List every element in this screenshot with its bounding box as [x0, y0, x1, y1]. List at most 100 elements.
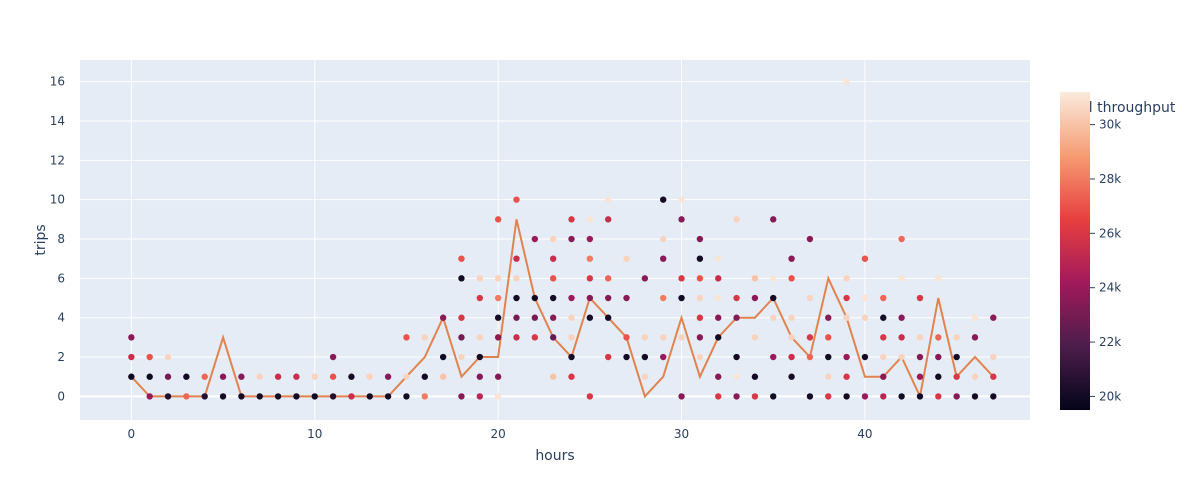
scatter-point — [843, 275, 850, 282]
scatter-point — [604, 294, 612, 302]
scatter-point — [880, 373, 887, 380]
scatter-point — [678, 216, 685, 223]
scatter-point — [568, 353, 575, 361]
scatter-point — [476, 393, 484, 400]
scatter-point — [384, 373, 392, 380]
scatter-point — [751, 334, 759, 341]
scatter-point — [604, 314, 612, 321]
scatter-point — [586, 216, 594, 223]
scatter-point — [678, 334, 685, 341]
y-tick-label: 16 — [50, 75, 65, 89]
scatter-point — [715, 334, 722, 341]
scatter-point — [568, 235, 575, 243]
scatter-point — [549, 294, 557, 302]
y-axis-title: trips — [33, 224, 49, 255]
scatter-point — [880, 393, 887, 400]
scatter-point — [788, 275, 795, 282]
colorbar-tick-label: 30k — [1099, 118, 1121, 132]
scatter-point — [458, 334, 465, 341]
scatter-point — [733, 393, 740, 400]
scatter-point — [953, 393, 960, 400]
scatter-point — [623, 353, 630, 361]
scatter-point — [898, 393, 905, 400]
scatter-point — [696, 334, 704, 341]
scatter-point — [678, 294, 685, 302]
scatter-point — [513, 255, 520, 262]
colorbar-tick-label: 28k — [1099, 172, 1121, 186]
scatter-point — [274, 373, 282, 380]
scatter-point — [586, 314, 594, 321]
scatter-point — [256, 373, 263, 380]
scatter-point — [311, 393, 318, 400]
scatter-point — [329, 393, 337, 400]
scatter-point — [531, 294, 539, 302]
scatter-point — [586, 294, 594, 302]
scatter-point — [788, 373, 795, 380]
scatter-point — [513, 275, 520, 282]
y-tick-label: 14 — [50, 114, 65, 128]
scatter-point — [641, 275, 649, 282]
scatter-point — [458, 393, 465, 400]
scatter-point — [238, 373, 245, 380]
scatter-point — [531, 334, 539, 341]
colorbar-tick-label: 22k — [1099, 335, 1121, 349]
scatter-point — [568, 216, 575, 223]
scatter-point — [513, 314, 520, 321]
scatter-point — [715, 294, 722, 302]
scatter-point — [183, 393, 190, 400]
scatter-point — [183, 373, 190, 380]
y-tick-label: 10 — [50, 193, 65, 207]
scatter-point — [770, 216, 777, 223]
scatter-point — [696, 353, 704, 361]
scatter-point — [146, 393, 153, 400]
scatter-point — [770, 275, 777, 282]
y-tick-label: 0 — [57, 389, 65, 403]
scatter-point — [476, 334, 484, 341]
scatter-point — [311, 373, 318, 380]
scatter-point — [715, 275, 722, 282]
scatter-point — [751, 275, 759, 282]
y-tick-label: 6 — [57, 271, 65, 285]
scatter-point — [660, 235, 667, 243]
scatter-point — [825, 393, 832, 400]
scatter-point — [329, 353, 337, 361]
scatter-point — [549, 235, 557, 243]
scatter-point — [274, 393, 282, 400]
scatter-point — [806, 294, 814, 302]
scatter-point — [880, 294, 887, 302]
scatter-point — [678, 275, 685, 282]
scatter-point — [128, 334, 135, 341]
scatter-point — [806, 235, 814, 243]
scatter-point — [513, 294, 520, 302]
scatter-point — [586, 255, 594, 262]
scatter-point — [403, 334, 410, 341]
scatter-point — [458, 255, 465, 262]
scatter-point — [916, 294, 924, 302]
scatter-point — [788, 314, 795, 321]
scatter-point — [715, 393, 722, 400]
scatter-point — [696, 235, 704, 243]
scatter-point — [715, 314, 722, 321]
scatter-point — [604, 353, 612, 361]
scatter-point — [568, 334, 575, 341]
scatter-point — [898, 314, 905, 321]
scatter-point — [935, 275, 942, 282]
scatter-point — [293, 373, 300, 380]
scatter-point — [953, 334, 960, 341]
scatter-point — [458, 314, 465, 321]
scatter-point — [843, 314, 850, 321]
scatter-point — [990, 393, 997, 400]
scatter-point — [861, 294, 869, 302]
scatter-point — [623, 255, 630, 262]
scatter-point — [990, 314, 997, 321]
scatter-point — [476, 294, 484, 302]
scatter-point — [494, 294, 502, 302]
scatter-point — [770, 294, 777, 302]
scatter-point — [751, 393, 759, 400]
scatter-point — [660, 294, 667, 302]
scatter-point — [421, 393, 428, 400]
scatter-point — [770, 393, 777, 400]
scatter-point — [568, 294, 575, 302]
scatter-point — [256, 393, 263, 400]
x-tick-label: 20 — [491, 427, 506, 441]
